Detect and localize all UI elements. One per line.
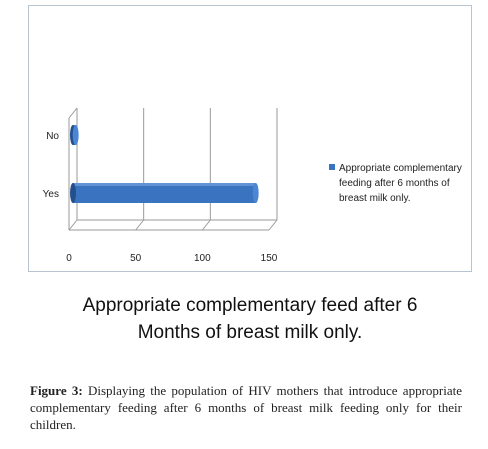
chart-title-line-1: Appropriate complementary feed after 6 xyxy=(82,295,418,316)
chart-title-line-2: Months of breast milk only. xyxy=(137,322,363,343)
y-tick-label-no: No xyxy=(46,131,59,142)
x-tick-label-50: 50 xyxy=(130,253,142,264)
gridline-depth-100 xyxy=(201,219,211,231)
y-tick-label-yes: Yes xyxy=(43,189,59,200)
gridline-depth-0 xyxy=(68,219,78,231)
bar-cap-start-yes xyxy=(70,183,76,203)
x-tick-label-0: 0 xyxy=(66,253,72,264)
chart-frame: Yes No 0 50 100 150 Appropriate complementary… xyxy=(28,5,472,272)
x-tick-label-150: 150 xyxy=(261,253,278,264)
gridline-depth-50 xyxy=(135,219,145,231)
figure-label: Figure 3: xyxy=(30,383,83,398)
chart-title: Appropriate complementary feed after 6 M… xyxy=(30,292,470,346)
legend-swatch xyxy=(329,164,335,170)
legend-entry-line-3: breast milk only. xyxy=(339,193,411,204)
gridline-depth-150 xyxy=(268,219,278,231)
legend-entry-line-2: feeding after 6 months of xyxy=(339,178,450,189)
bar-cap-end-yes xyxy=(252,183,259,203)
legend-entry-line-1: Appropriate complementary xyxy=(339,163,462,174)
bar-no xyxy=(70,125,79,145)
bar-highlight-yes xyxy=(73,183,256,186)
y-axis-depth xyxy=(68,107,78,119)
bar-yes xyxy=(70,183,259,203)
legend: Appropriate complementary feeding after … xyxy=(329,163,462,204)
bar-body-yes xyxy=(73,183,256,203)
figure-caption: Figure 3: Displaying the population of H… xyxy=(30,382,462,433)
tick-layer: Yes No 0 50 100 150 xyxy=(43,131,278,264)
grid-layer xyxy=(68,107,278,231)
figure-caption-text: Displaying the population of HIV mothers… xyxy=(30,383,462,432)
bar-cap-end-no xyxy=(72,125,79,145)
bar-chart: Yes No 0 50 100 150 Appropriate complementary… xyxy=(43,107,462,264)
bar-layer xyxy=(70,125,259,203)
x-tick-label-100: 100 xyxy=(194,253,211,264)
